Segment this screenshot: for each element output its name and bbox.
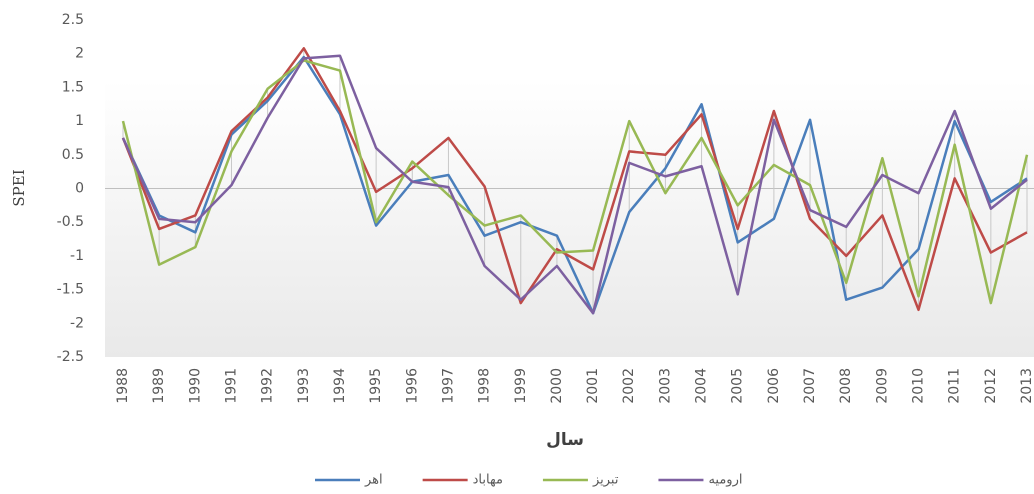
x-tick-label: 2000 [549,368,565,404]
series-line [121,54,1028,315]
x-tick-label: 1994 [332,368,348,404]
x-tick-label: 2011 [947,368,963,404]
series-line [121,47,1028,312]
y-tick-label: 2 [75,46,84,62]
y-tick-label: 1 [75,113,84,129]
x-tick-label: 2004 [694,368,710,404]
x-tick-label: 2008 [838,368,854,404]
legend-label: اهر [364,473,383,488]
y-tick-label: -1 [70,248,84,264]
x-tick-label: 1998 [477,368,493,404]
x-tick-label: 1995 [368,368,384,404]
x-axis-title: سال [546,430,584,450]
x-tick-label: 1996 [404,368,420,404]
legend-label: مهاباد [473,473,503,488]
x-tick-label: 1997 [440,368,456,404]
y-tick-label: 2.5 [62,12,84,28]
series-line [121,55,1028,315]
y-tick-label: 1.5 [62,79,84,95]
x-tick-label: 1992 [260,368,276,404]
x-tick-label: 2009 [874,368,890,404]
x-tick-label: 2007 [802,368,818,404]
y-tick-label: -0.5 [57,214,84,230]
x-tick-label: 2002 [621,368,637,404]
series-line [121,59,1029,305]
legend-label: ارومیه [708,473,742,488]
x-tick-label: 2006 [766,368,782,404]
x-tick-label: 1999 [513,368,529,404]
x-tick-label: 2003 [657,368,673,404]
x-tick-label: 1989 [151,368,167,404]
x-tick-label: 2001 [585,368,601,404]
y-tick-label: 0 [75,181,84,197]
x-tick-label: 2012 [983,368,999,404]
x-tick-label: 2010 [911,368,927,404]
y-tick-label: -2.5 [57,349,84,365]
x-tick-label: 2013 [1019,368,1034,404]
x-tick-label: 1991 [223,368,239,404]
x-tick-label: 1993 [296,368,312,404]
y-axis-title: SPEI [10,169,28,206]
y-tick-label: -2 [70,315,84,331]
x-tick-label: 1988 [115,368,131,404]
y-tick-label: 0.5 [62,147,84,163]
x-tick-label: 1990 [187,368,203,404]
y-tick-label: -1.5 [57,282,84,298]
legend-label: تبریز [592,473,619,488]
x-tick-label: 2005 [730,368,746,404]
